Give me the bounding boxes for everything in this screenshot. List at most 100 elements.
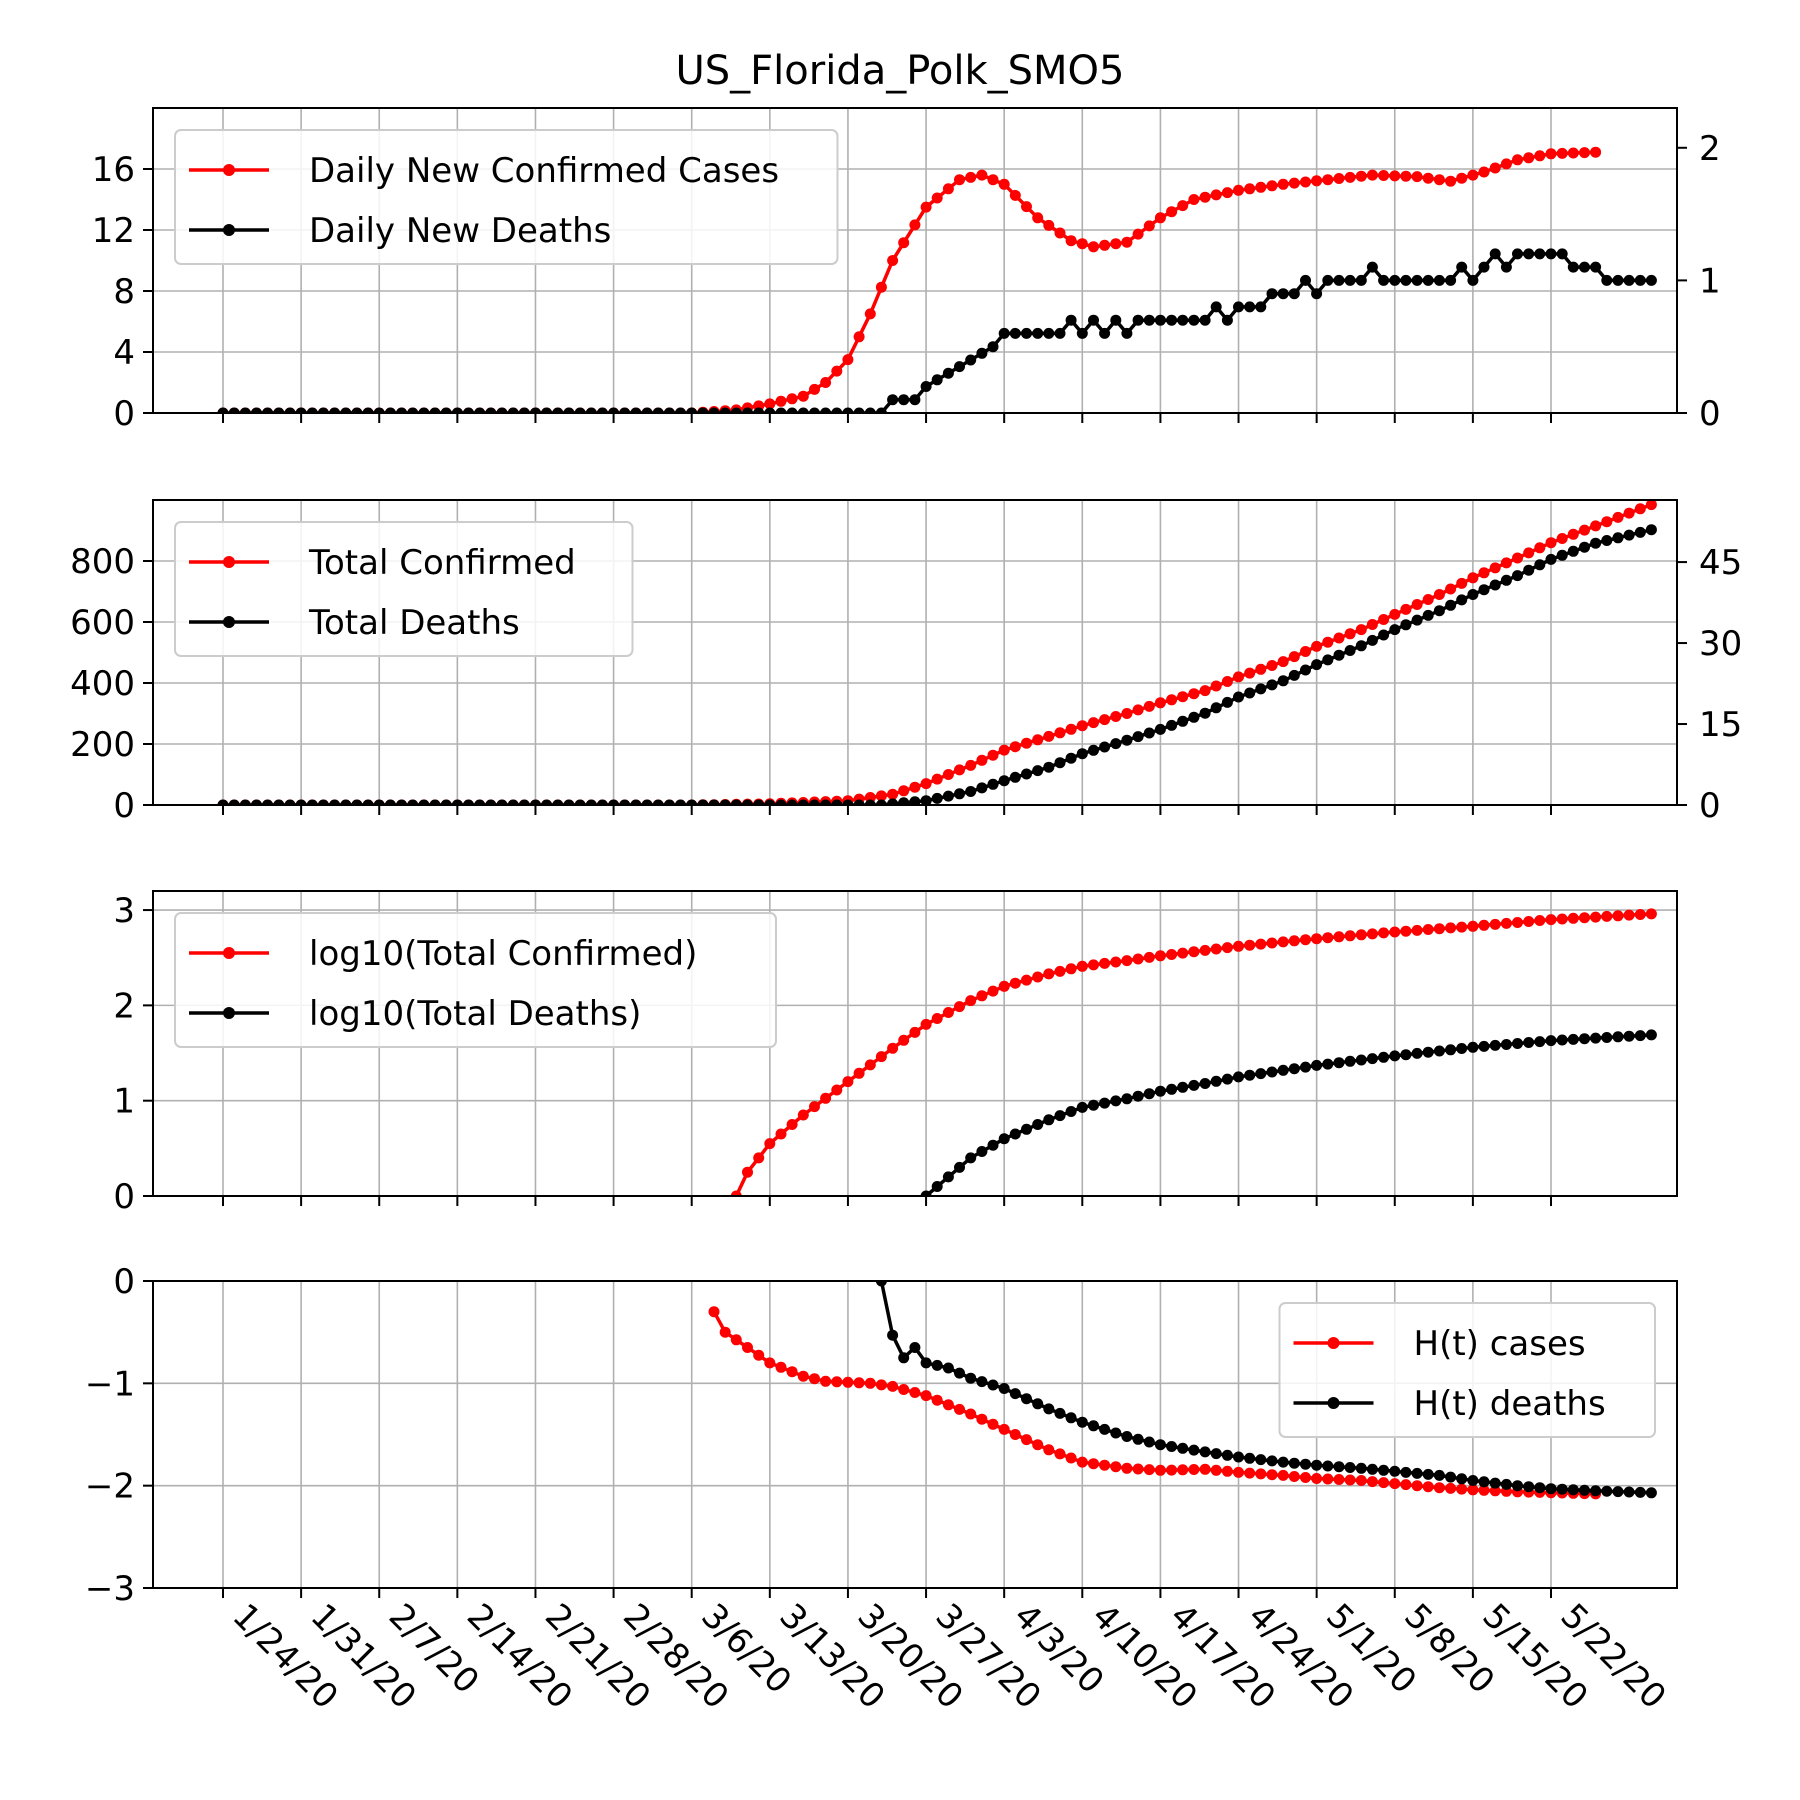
data-point bbox=[797, 407, 809, 413]
data-point bbox=[1210, 943, 1222, 955]
data-point bbox=[1523, 916, 1535, 927]
data-point bbox=[864, 308, 876, 320]
data-point bbox=[1054, 1110, 1066, 1122]
data-point bbox=[942, 1399, 954, 1411]
data-point bbox=[875, 281, 887, 293]
data-point bbox=[1143, 314, 1155, 326]
data-point bbox=[1556, 1034, 1568, 1046]
data-point bbox=[809, 407, 820, 413]
data-point bbox=[1199, 707, 1211, 719]
data-point bbox=[1400, 619, 1412, 631]
legend-marker bbox=[223, 616, 235, 628]
data-point bbox=[1009, 189, 1021, 201]
data-point bbox=[1032, 1439, 1044, 1451]
series-line bbox=[879, 1281, 1652, 1495]
data-point bbox=[1322, 1473, 1334, 1485]
data-point bbox=[1411, 171, 1423, 183]
data-point bbox=[976, 169, 988, 181]
data-point bbox=[909, 1387, 921, 1398]
data-point bbox=[1344, 274, 1356, 286]
data-point bbox=[1288, 935, 1300, 947]
data-point bbox=[239, 799, 251, 805]
data-point bbox=[809, 799, 820, 805]
data-point bbox=[1277, 936, 1289, 948]
data-point bbox=[373, 799, 385, 805]
data-point bbox=[1378, 1477, 1390, 1489]
data-point bbox=[875, 799, 887, 805]
data-point bbox=[1389, 608, 1401, 620]
data-point bbox=[1177, 691, 1189, 703]
data-point bbox=[239, 407, 251, 413]
data-point bbox=[1244, 687, 1256, 699]
data-point bbox=[797, 1370, 809, 1382]
data-point bbox=[1333, 1461, 1345, 1473]
data-point bbox=[1579, 541, 1590, 553]
y2-tick-label: 0 bbox=[1699, 394, 1721, 434]
data-point bbox=[853, 331, 865, 343]
data-point bbox=[1478, 584, 1490, 596]
data-point bbox=[418, 799, 430, 805]
data-point bbox=[786, 799, 798, 805]
data-point bbox=[228, 799, 240, 805]
data-point bbox=[1188, 711, 1200, 723]
axes-frame bbox=[152, 499, 1678, 806]
data-point bbox=[1355, 274, 1367, 286]
y2-tick-label: 1 bbox=[1699, 261, 1721, 301]
data-point bbox=[1500, 917, 1512, 929]
data-point bbox=[1065, 963, 1077, 975]
data-point bbox=[1255, 1468, 1267, 1480]
data-point bbox=[742, 799, 753, 805]
data-point bbox=[1344, 645, 1356, 656]
data-point bbox=[820, 407, 832, 413]
data-point bbox=[1456, 921, 1468, 933]
data-point bbox=[619, 407, 631, 413]
data-point bbox=[1054, 1448, 1066, 1460]
y-tick-label: −2 bbox=[85, 1467, 135, 1507]
data-point bbox=[1378, 1051, 1390, 1063]
data-point bbox=[1311, 1059, 1323, 1071]
data-point bbox=[1266, 1469, 1278, 1481]
data-point bbox=[652, 407, 664, 413]
data-point bbox=[1065, 1412, 1077, 1424]
data-point bbox=[663, 799, 675, 805]
data-point bbox=[753, 799, 765, 805]
data-point bbox=[563, 799, 575, 805]
data-point bbox=[1534, 150, 1546, 162]
data-point bbox=[1288, 1063, 1300, 1075]
data-point bbox=[1099, 957, 1111, 969]
data-point bbox=[719, 407, 731, 413]
data-point bbox=[1322, 274, 1334, 286]
data-point bbox=[1545, 248, 1557, 260]
data-point bbox=[1177, 314, 1189, 326]
data-point bbox=[1076, 238, 1088, 250]
data-point bbox=[1132, 1090, 1144, 1102]
data-point bbox=[1009, 741, 1021, 753]
data-point bbox=[306, 799, 318, 805]
data-point bbox=[697, 407, 709, 413]
data-point bbox=[1054, 757, 1066, 769]
data-point bbox=[998, 1423, 1010, 1435]
data-point bbox=[1277, 656, 1289, 668]
data-point bbox=[1143, 727, 1155, 739]
data-point bbox=[1244, 301, 1256, 313]
data-point bbox=[719, 799, 731, 805]
data-point bbox=[351, 799, 363, 805]
data-point bbox=[1099, 239, 1111, 251]
data-point bbox=[1221, 187, 1233, 199]
data-point bbox=[1545, 537, 1557, 549]
data-point bbox=[853, 1067, 865, 1079]
data-point bbox=[1601, 1485, 1613, 1497]
data-point bbox=[1389, 926, 1401, 938]
data-point bbox=[496, 799, 508, 805]
data-point bbox=[1277, 1064, 1289, 1076]
data-point bbox=[1043, 730, 1055, 742]
data-point bbox=[1233, 184, 1244, 196]
data-point bbox=[1634, 503, 1646, 515]
data-point bbox=[295, 407, 307, 413]
data-point bbox=[1199, 1463, 1211, 1475]
data-point bbox=[1166, 949, 1178, 960]
legend-marker bbox=[223, 224, 235, 236]
data-point bbox=[663, 407, 675, 413]
data-point bbox=[284, 407, 296, 413]
legend-box bbox=[174, 912, 777, 1048]
